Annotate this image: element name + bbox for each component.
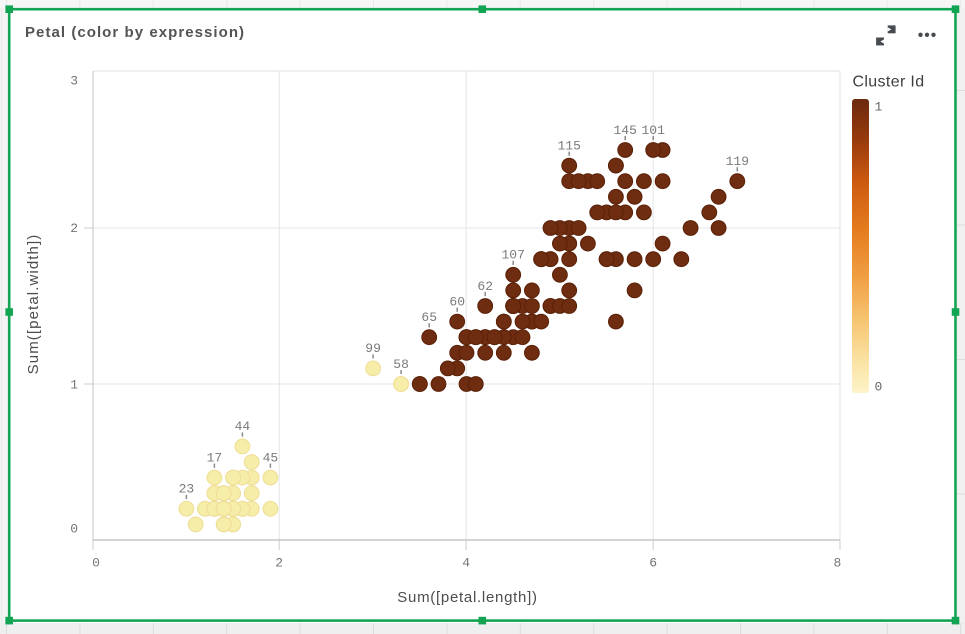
svg-text:Sum([petal.length]): Sum([petal.length]) — [397, 589, 537, 606]
svg-text:4: 4 — [462, 556, 470, 571]
svg-text:1: 1 — [70, 378, 78, 393]
svg-text:65: 65 — [421, 310, 437, 325]
svg-text:58: 58 — [393, 357, 409, 372]
svg-text:115: 115 — [557, 138, 580, 153]
svg-text:0: 0 — [92, 556, 100, 571]
svg-text:17: 17 — [207, 450, 223, 465]
svg-text:8: 8 — [833, 556, 841, 571]
svg-text:3: 3 — [70, 74, 78, 89]
svg-text:Sum([petal.width]): Sum([petal.width]) — [25, 234, 42, 375]
svg-text:23: 23 — [179, 482, 195, 497]
svg-text:119: 119 — [726, 154, 749, 169]
svg-text:2: 2 — [70, 221, 78, 236]
svg-text:44: 44 — [235, 419, 251, 434]
svg-text:6: 6 — [649, 556, 657, 571]
svg-text:62: 62 — [477, 279, 493, 294]
svg-text:0: 0 — [875, 380, 883, 395]
svg-text:99: 99 — [365, 341, 381, 356]
svg-text:45: 45 — [263, 450, 279, 465]
svg-text:107: 107 — [501, 248, 524, 263]
svg-text:2: 2 — [275, 556, 283, 571]
svg-text:60: 60 — [449, 294, 465, 309]
svg-text:Petal (color by expression): Petal (color by expression) — [25, 24, 245, 41]
svg-text:1: 1 — [875, 100, 883, 115]
svg-text:Cluster Id: Cluster Id — [853, 74, 925, 91]
svg-text:145: 145 — [613, 123, 636, 138]
svg-text:0: 0 — [70, 522, 78, 537]
svg-text:101: 101 — [641, 123, 665, 138]
